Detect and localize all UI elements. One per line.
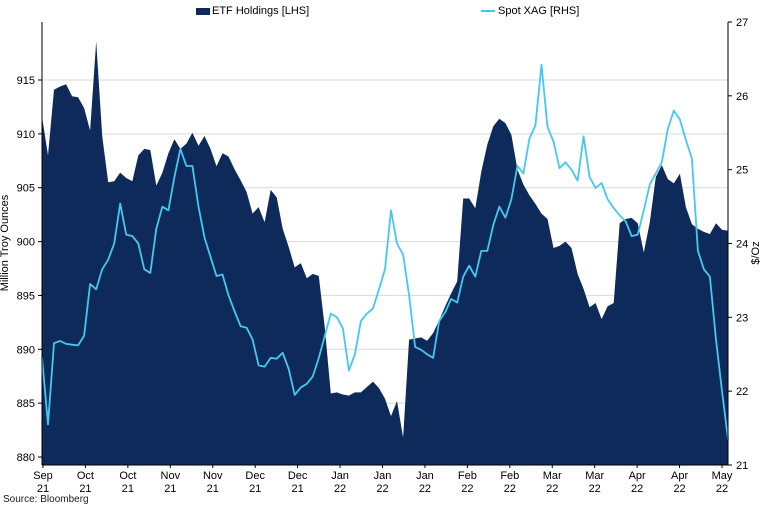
x-tick-label-month: May: [712, 470, 733, 482]
x-tick-label-year: 22: [589, 483, 601, 495]
x-tick-label-month: Jan: [374, 470, 392, 482]
right-tick-label: 23: [736, 312, 748, 324]
x-tick-label-year: 22: [376, 483, 388, 495]
etf-holdings-area: [42, 41, 728, 465]
xag-line-swatch-icon: [481, 9, 495, 13]
left-tick-label: 885: [17, 398, 35, 410]
left-tick-label: 890: [17, 344, 35, 356]
x-tick-label-month: Nov: [161, 470, 181, 482]
right-tick-label: 21: [736, 460, 748, 472]
x-tick-label-year: 22: [631, 483, 643, 495]
x-tick-label-month: Dec: [245, 470, 265, 482]
x-tick-label-month: Oct: [119, 470, 136, 482]
right-tick-label: 24: [736, 239, 748, 251]
x-tick-label-month: Feb: [458, 470, 477, 482]
left-tick-label: 895: [17, 290, 35, 302]
x-tick-label-year: 21: [37, 483, 49, 495]
right-tick-label: 26: [736, 91, 748, 103]
x-tick-label-year: 22: [461, 483, 473, 495]
right-tick-label: 27: [736, 17, 748, 29]
legend-label-etf: ETF Holdings [LHS]: [212, 5, 310, 17]
left-tick-label: 880: [17, 452, 35, 464]
left-axis-title: Million Troy Ounces: [0, 194, 11, 292]
left-tick-label: 900: [17, 237, 35, 249]
x-tick-label-year: 22: [673, 483, 685, 495]
x-tick-label-month: Jan: [416, 470, 434, 482]
spot-xag-line: [41, 63, 729, 441]
x-tick-label-year: 22: [504, 483, 516, 495]
x-tick-label-year: 21: [292, 483, 304, 495]
x-tick-label-year: 22: [716, 483, 728, 495]
x-tick-label-month: Apr: [629, 470, 646, 482]
x-tick-label-year: 22: [419, 483, 431, 495]
right-tick-label: 22: [736, 386, 748, 398]
x-tick-label-month: Nov: [203, 470, 223, 482]
left-tick-label: 910: [17, 129, 35, 141]
x-tick-label-year: 22: [546, 483, 558, 495]
x-tick-label-month: Jan: [331, 470, 349, 482]
legend-item-etf-holdings: ETF Holdings [LHS]: [196, 3, 309, 19]
x-tick-label-month: Mar: [543, 470, 562, 482]
left-tick-label: 915: [17, 75, 35, 87]
x-tick-label-year: 21: [122, 483, 134, 495]
x-tick-label-year: 21: [207, 483, 219, 495]
source-note: Source: Bloomberg: [3, 494, 89, 505]
x-tick-label-month: Dec: [288, 470, 308, 482]
left-tick-label: 905: [17, 183, 35, 195]
x-tick-label-month: Apr: [671, 470, 688, 482]
x-tick-label-year: 22: [334, 483, 346, 495]
x-tick-label-month: Mar: [585, 470, 604, 482]
legend-label-xag: Spot XAG [RHS]: [498, 5, 580, 17]
x-tick-label-year: 21: [164, 483, 176, 495]
legend-item-spot-xag: Spot XAG [RHS]: [481, 3, 579, 19]
etf-area-swatch-icon: [196, 7, 210, 15]
right-axis-title: $/Oz: [750, 241, 762, 265]
x-tick-label-month: Feb: [500, 470, 519, 482]
x-tick-label-month: Oct: [77, 470, 94, 482]
x-tick-label-month: Sep: [33, 470, 53, 482]
x-tick-label-year: 21: [249, 483, 261, 495]
x-tick-label-year: 21: [79, 483, 91, 495]
right-tick-label: 25: [736, 165, 748, 177]
